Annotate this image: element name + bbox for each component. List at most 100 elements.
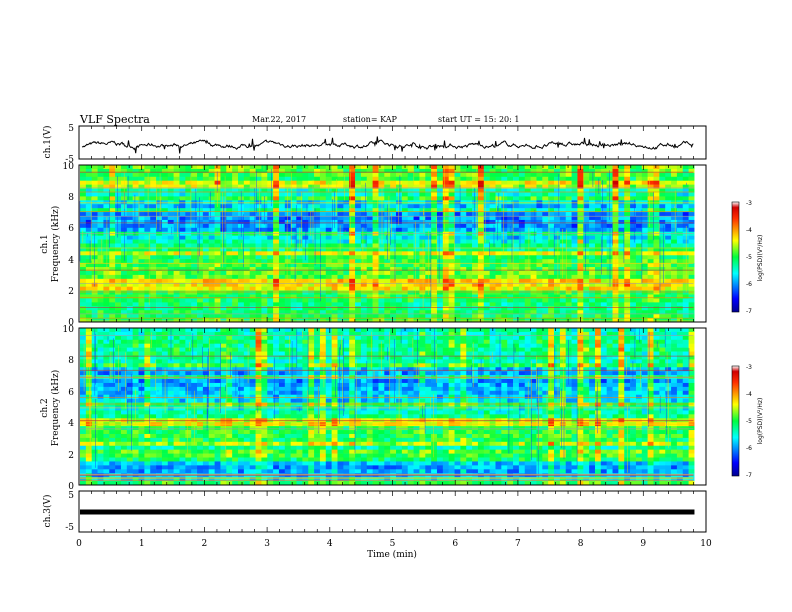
spectrogram-cell [378, 227, 385, 233]
spectrogram-cell [518, 208, 526, 213]
spectrogram-cell [477, 184, 485, 189]
spectrogram-cell [255, 310, 262, 315]
spectrogram-cell [273, 259, 280, 264]
spectrogram-cell [600, 331, 607, 337]
spectrogram-cell [267, 314, 274, 319]
spectrogram-cell [489, 278, 496, 284]
spectrogram-cell [191, 251, 198, 256]
spectrogram-cell [314, 255, 321, 260]
spectrogram-cell [589, 306, 596, 311]
spectrogram-cell [419, 286, 426, 291]
spectrogram-cell [179, 298, 186, 303]
spectrogram-cell [267, 263, 274, 268]
spectrogram-cell [390, 274, 397, 280]
start-time-label: start UT = 15: 20: 1 [438, 115, 519, 124]
spectrogram-cell [355, 204, 362, 209]
spectrogram-cell [466, 318, 473, 323]
spectrogram-cell [167, 314, 174, 319]
spectrogram-cell [384, 196, 391, 201]
spectrogram-cell [542, 259, 549, 264]
spectrogram-cell [238, 168, 245, 174]
spectrogram-cell [120, 255, 128, 260]
spec1-frequency-label: Frequency (kHz) [50, 206, 61, 283]
spectrogram-cell [530, 212, 537, 217]
spectrogram-cell [243, 270, 251, 276]
spectrogram-cell [331, 196, 338, 201]
spectrogram-cell [472, 176, 479, 181]
spectrogram-cell [431, 176, 438, 181]
spectrogram-cell [489, 339, 496, 344]
spectrogram-cell [454, 310, 461, 315]
spectrogram-cell [243, 196, 251, 201]
spectrogram-cell [530, 219, 537, 225]
spectrogram-cell [442, 255, 449, 260]
spectrogram-cell [109, 216, 116, 221]
spectrogram-cell [208, 219, 215, 225]
spectrogram-cell [197, 302, 204, 307]
spectrogram-cell [126, 223, 133, 229]
spectrogram-cell [331, 172, 338, 178]
spectrogram-cell [466, 286, 473, 291]
spectrogram-cell [495, 168, 502, 174]
spec1-ytick-4: 4 [68, 256, 74, 266]
spectrogram-cell [179, 176, 186, 181]
spectrogram-cell [472, 235, 479, 240]
spectrogram-cell [612, 290, 619, 295]
spectrogram-cell [120, 294, 128, 299]
spectrogram-cell [173, 310, 180, 315]
spectrogram-cell [583, 314, 590, 319]
spectrogram-cell [407, 290, 414, 295]
spectrogram-cell [431, 282, 438, 287]
spectrogram-cell [144, 172, 151, 178]
spectrogram-cell [220, 263, 227, 268]
spectrogram-cell [144, 278, 151, 284]
spectrogram-cell [676, 212, 684, 217]
spectrogram-cell [126, 278, 133, 284]
spectrogram-cell [483, 306, 490, 311]
spectrogram-cell [337, 172, 344, 178]
spectrogram-cell [185, 243, 192, 248]
spectrogram-cell [208, 165, 215, 170]
spectrogram-cell [220, 188, 227, 193]
spectrogram-cell [308, 282, 315, 287]
spectrogram-cell [630, 294, 637, 299]
spectrogram-cell [91, 172, 98, 178]
spectrogram-cell [97, 255, 104, 260]
spectrogram-cell [319, 235, 327, 240]
ch1-waveform-panel: 5 -5 ch.1(V) [42, 124, 707, 165]
spectrogram-cell [466, 302, 473, 307]
spectrogram-cell [232, 188, 239, 193]
spectrogram-cell [302, 165, 309, 170]
spectrogram-cell [156, 294, 163, 299]
spectrogram-cell [665, 168, 672, 174]
spectrogram-cell [197, 196, 204, 201]
spectrogram-cell [115, 184, 122, 189]
spectrogram-cell [676, 270, 684, 276]
spectrogram-cell [448, 192, 455, 197]
spectrogram-cell [314, 227, 321, 233]
spectrogram-cell [132, 306, 139, 311]
spectrogram-cell [618, 235, 625, 240]
spectrogram-cell [407, 318, 414, 323]
spectrogram-cell [109, 328, 116, 333]
spectrogram-cell [319, 208, 327, 213]
spectrogram-cell [249, 184, 256, 189]
spectrogram-cell [653, 172, 660, 178]
spectrogram-cell [665, 294, 672, 299]
spectrogram-cell [589, 176, 596, 181]
spectrogram-cell [513, 314, 520, 319]
spectrogram-cell [419, 335, 426, 341]
spectrogram-cell [103, 302, 110, 307]
spectrogram-cell [349, 259, 356, 264]
spectrogram-cell [641, 286, 648, 291]
spectrogram-cell [173, 176, 180, 181]
spectrogram-cell [466, 263, 473, 268]
spectrogram-cell [378, 176, 385, 181]
spectrogram-cell [243, 259, 251, 264]
spectrogram-cell [372, 216, 379, 221]
spectrogram-cell [594, 192, 602, 197]
spectrogram-cell [325, 298, 332, 303]
spectrogram-cell [372, 290, 379, 295]
spectrogram-cell [302, 219, 309, 225]
spectrogram-cell [659, 239, 666, 244]
